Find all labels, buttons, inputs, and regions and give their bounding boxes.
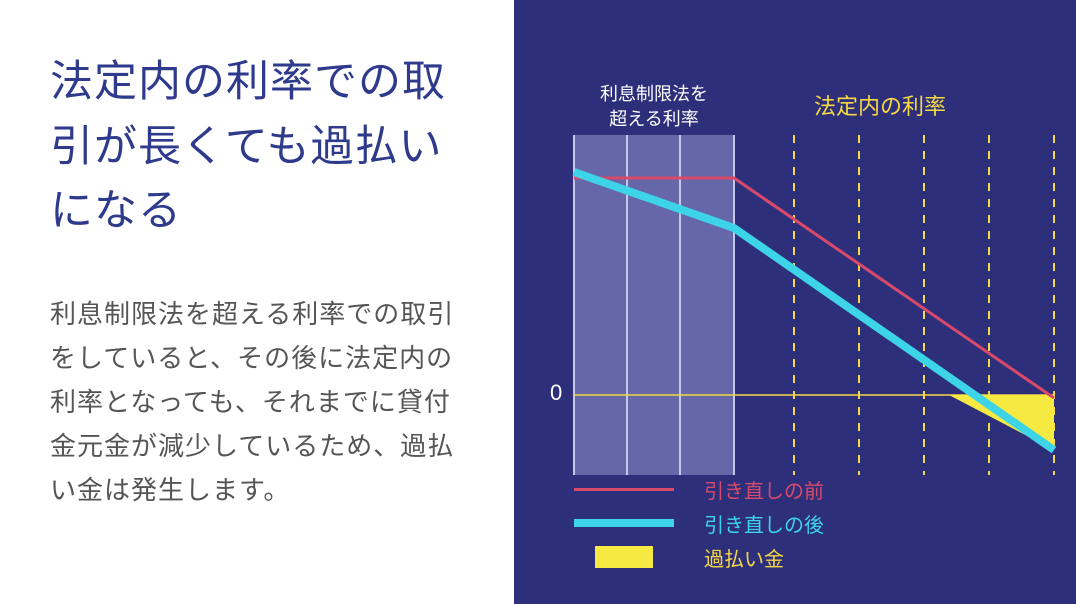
legend-label-before: 引き直しの前 bbox=[704, 475, 824, 504]
description-text: 利息制限法を超える利率での取引をしていると、その後に法定内の利率となっても、それ… bbox=[50, 292, 474, 513]
chart-header-left: 利息制限法を超える利率 bbox=[574, 82, 734, 132]
page-title: 法定内の利率での取引が長くても過払いになる bbox=[50, 50, 474, 244]
legend-label-after: 引き直しの後 bbox=[704, 509, 824, 538]
legend-swatch-before bbox=[574, 488, 674, 491]
chart-panel: 利息制限法を超える利率 法定内の利率 0 引き直しの前 引き直しの後 過払い金 bbox=[514, 0, 1076, 604]
legend-swatch-after bbox=[574, 519, 674, 527]
legend-box-icon bbox=[595, 546, 653, 568]
left-panel: 法定内の利率での取引が長くても過払いになる 利息制限法を超える利率での取引をして… bbox=[0, 0, 514, 604]
legend-label-overpay: 過払い金 bbox=[704, 543, 784, 572]
zero-axis-label: 0 bbox=[550, 380, 562, 406]
legend-line-icon bbox=[574, 519, 674, 527]
chart-legend: 引き直しの前 引き直しの後 過払い金 bbox=[574, 472, 824, 574]
legend-swatch-overpay bbox=[574, 546, 674, 568]
legend-row-after: 引き直しの後 bbox=[574, 506, 824, 540]
legend-row-overpay: 過払い金 bbox=[574, 540, 824, 574]
legend-row-before: 引き直しの前 bbox=[574, 472, 824, 506]
chart-header-right: 法定内の利率 bbox=[814, 92, 946, 123]
legend-line-icon bbox=[574, 488, 674, 491]
